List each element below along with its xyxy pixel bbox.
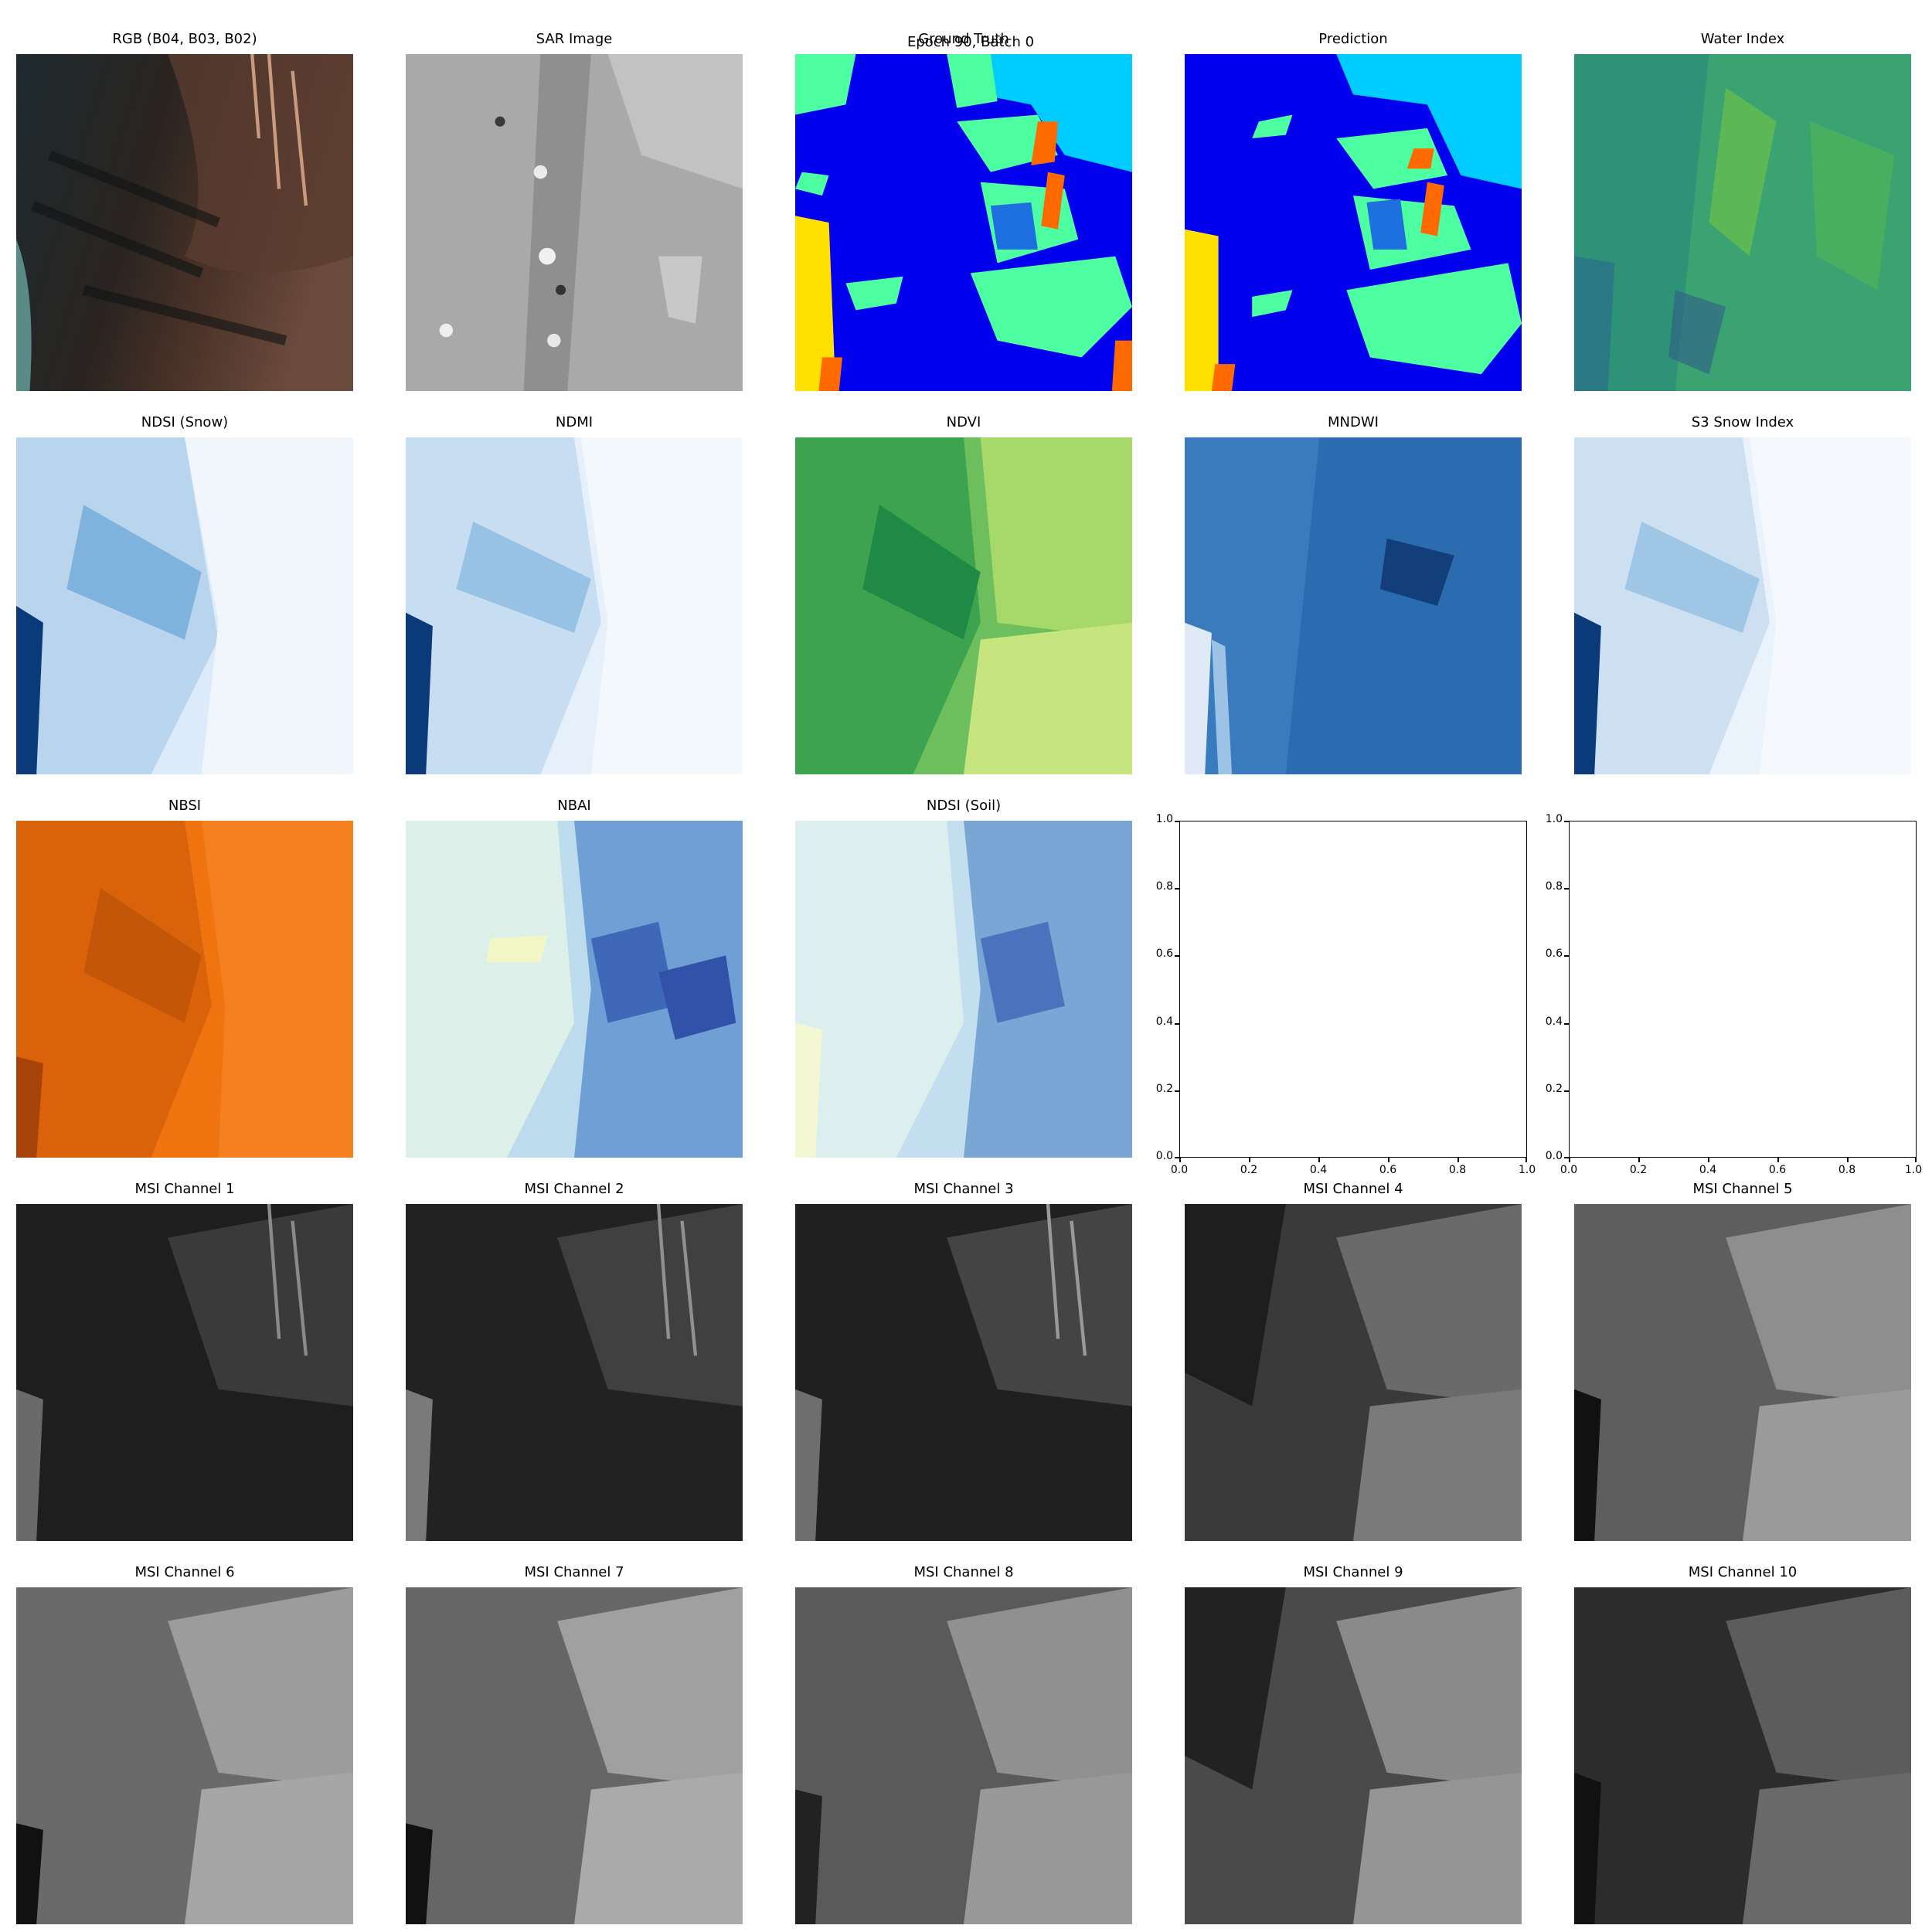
panel-title: Ground Truth [918,31,1009,47]
panel-title: NDSI (Soil) [926,798,1002,814]
panel-title: MSI Channel 6 [134,1564,235,1580]
msi-9-image [1185,1587,1522,1924]
x-tick-label: 1.0 [1904,1164,1923,1176]
ndmi-image [406,437,743,774]
y-tick-label: 0.6 [1545,947,1563,960]
panel-title: MSI Channel 2 [524,1181,624,1197]
x-tick-label: 0.0 [1560,1164,1578,1176]
figure-suptitle: Epoch 90, Batch 0 [906,34,1035,50]
empty-axes-2 [1569,821,1917,1158]
water-index-image [1574,54,1911,391]
panel-nbsi: NBSI [16,798,353,1158]
y-tick-label: 0.8 [1155,880,1173,893]
nbsi-image [16,821,353,1158]
panel-title: MSI Channel 7 [524,1564,624,1580]
msi-3-image [795,1204,1132,1541]
msi-2-image [406,1204,743,1541]
sar-image [406,54,743,391]
panel-title: Water Index [1700,31,1785,47]
panel-title: SAR Image [536,31,613,47]
panel-title: MSI Channel 9 [1303,1564,1403,1580]
msi-4-image [1185,1204,1522,1541]
panel-sar: SAR Image [406,31,743,391]
panel-ndsi-snow: NDSI (Snow) [16,414,353,774]
panel-mndwi: MNDWI [1185,414,1522,774]
panel-s3-snow-index: S3 Snow Index [1574,414,1911,774]
y-tick-label: 0.4 [1155,1015,1173,1028]
rgb-image [16,54,353,391]
panel-msi-5: MSI Channel 5 [1574,1181,1911,1541]
y-tick-label: 0.0 [1545,1150,1563,1162]
panel-title: NBSI [168,798,202,814]
panel-msi-6: MSI Channel 6 [16,1564,353,1924]
msi-1-image [16,1204,353,1541]
panel-title: MSI Channel 1 [134,1181,235,1197]
x-tick-label: 0.4 [1699,1164,1717,1176]
panel-msi-10: MSI Channel 10 [1574,1564,1911,1924]
x-tick-label: 0.6 [1379,1164,1397,1176]
panel-title: MSI Channel 5 [1692,1181,1793,1197]
msi-10-image [1574,1587,1911,1924]
panel-msi-2: MSI Channel 2 [406,1181,743,1541]
msi-5-image [1574,1204,1911,1541]
ndvi-image [795,437,1132,774]
panel-ndvi: NDVI [795,414,1132,774]
panel-ndmi: NDMI [406,414,743,774]
panel-title: NDMI [555,414,594,430]
panel-ndsi-soil: NDSI (Soil) [795,798,1132,1158]
panel-ground-truth: Ground Truth [795,31,1132,391]
y-tick-label: 1.0 [1155,813,1173,825]
nbai-image [406,821,743,1158]
ndsi-soil-image [795,821,1132,1158]
x-tick-label: 0.8 [1838,1164,1856,1176]
panel-title: NBAI [557,798,591,814]
panel-rgb: RGB (B04, B03, B02) [16,31,353,391]
y-tick-label: 0.2 [1155,1083,1173,1095]
msi-6-image [16,1587,353,1924]
panel-title: RGB (B04, B03, B02) [112,31,257,47]
ndsi-snow-image [16,437,353,774]
x-tick-label: 0.8 [1448,1164,1467,1176]
y-tick-label: 0.6 [1155,947,1173,960]
x-tick-label: 0.0 [1170,1164,1189,1176]
panel-title: MSI Channel 3 [913,1181,1014,1197]
x-tick-label: 0.4 [1309,1164,1328,1176]
panel-nbai: NBAI [406,798,743,1158]
panel-msi-3: MSI Channel 3 [795,1181,1132,1541]
y-tick-label: 0.0 [1155,1150,1173,1162]
panel-msi-7: MSI Channel 7 [406,1564,743,1924]
panel-title: S3 Snow Index [1691,414,1794,430]
y-tick-label: 0.4 [1545,1015,1563,1028]
x-tick-label: 0.2 [1240,1164,1258,1176]
x-tick-label: 1.0 [1518,1164,1536,1176]
y-tick-label: 0.8 [1545,880,1563,893]
x-tick-label: 0.6 [1768,1164,1787,1176]
panel-msi-9: MSI Channel 9 [1185,1564,1522,1924]
mndwi-image [1185,437,1522,774]
panel-msi-1: MSI Channel 1 [16,1181,353,1541]
panel-title: NDSI (Snow) [141,414,229,430]
panel-title: Prediction [1318,31,1388,47]
panel-msi-8: MSI Channel 8 [795,1564,1132,1924]
y-tick-label: 0.2 [1545,1083,1563,1095]
panel-water-index: Water Index [1574,31,1911,391]
empty-axes-1 [1179,821,1527,1158]
panel-title: MNDWI [1328,414,1379,430]
s3-snow-index-image [1574,437,1911,774]
prediction-map [1185,54,1522,391]
msi-7-image [406,1587,743,1924]
ground-truth-map [795,54,1132,391]
panel-title: MSI Channel 8 [913,1564,1014,1580]
panel-title: MSI Channel 4 [1303,1181,1403,1197]
panel-title: NDVI [946,414,981,430]
y-tick-label: 1.0 [1545,813,1563,825]
panel-msi-4: MSI Channel 4 [1185,1181,1522,1541]
msi-8-image [795,1587,1132,1924]
x-tick-label: 0.2 [1629,1164,1648,1176]
panel-title: MSI Channel 10 [1688,1564,1798,1580]
panel-prediction: Prediction [1185,31,1522,391]
